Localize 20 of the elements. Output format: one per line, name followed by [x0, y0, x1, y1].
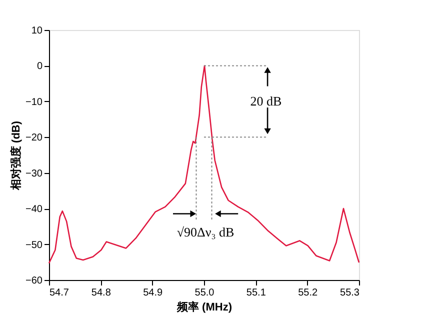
- x-tick-label: 55.1: [246, 288, 266, 298]
- y-tick-label: −30: [26, 168, 43, 180]
- annotation: 20 dB: [250, 93, 282, 108]
- y-tick-label: 10: [31, 26, 43, 36]
- y-tick-label: −40: [26, 204, 43, 216]
- x-tick-label: 55.2: [298, 288, 318, 298]
- x-tick-label: 54.9: [143, 288, 163, 298]
- y-tick-label: 0: [36, 61, 43, 72]
- y-axis-title: 相对强度 (dB): [10, 120, 23, 192]
- x-axis-title: 频率 (MHz): [176, 300, 232, 314]
- x-tick-label: 55.3: [340, 288, 360, 298]
- line-series: [48, 65, 360, 264]
- y-tick-label: −60: [26, 276, 43, 286]
- x-tick-label: 55.0: [194, 288, 215, 298]
- y-tick-label: −10: [26, 96, 43, 108]
- x-tick-label: 54.7: [50, 288, 70, 298]
- x-tick-label: 54.8: [91, 288, 112, 298]
- y-tick-label: −50: [26, 240, 43, 251]
- y-tick-label: −20: [26, 132, 43, 144]
- annotation: √90Δν₃ dB: [176, 224, 235, 240]
